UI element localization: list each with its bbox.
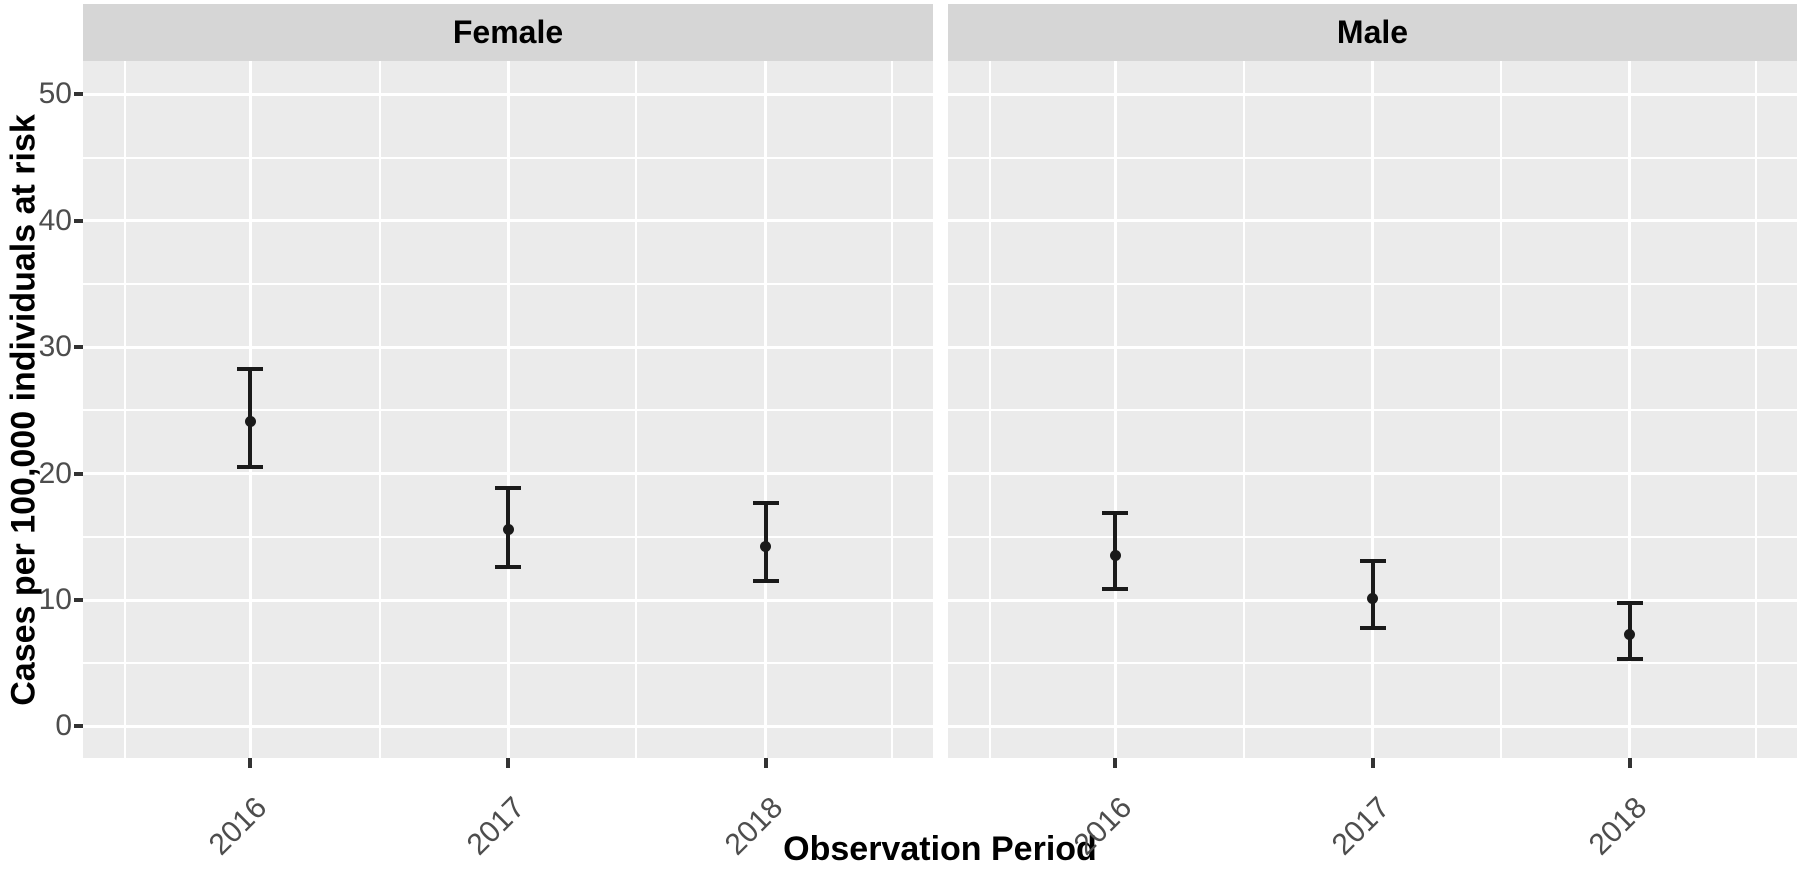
y-axis-tick-mark <box>74 345 83 350</box>
gridline-x-minor <box>123 61 126 758</box>
error-bar-cap-top <box>495 485 521 490</box>
x-axis-tick-mark <box>1113 758 1118 768</box>
x-axis-tick-mark <box>1370 758 1375 768</box>
data-point <box>1367 593 1378 605</box>
error-bar-cap-bottom <box>752 579 779 584</box>
x-axis-title: Observation Period <box>783 830 1097 868</box>
x-axis-tick-mark <box>506 758 510 768</box>
x-axis-tick-mark <box>763 758 768 768</box>
y-axis-tick-label: 0 <box>55 709 72 743</box>
y-axis-tick-label: 50 <box>38 77 72 111</box>
data-point <box>244 416 256 428</box>
gridline-x-minor <box>1499 61 1502 758</box>
gridline-x-minor <box>891 61 894 758</box>
facet-strip-female: Female <box>83 4 933 61</box>
data-point <box>502 523 514 535</box>
x-axis-tick-mark <box>248 758 253 768</box>
error-bar-cap-top <box>1616 600 1643 605</box>
facet-strip-male: Male <box>948 4 1797 61</box>
facet-strip-label: Male <box>1336 14 1409 50</box>
gridline-x-minor <box>988 61 991 758</box>
gridline-x-major <box>1628 61 1632 758</box>
gridline-x-minor <box>378 61 381 758</box>
error-bar-cap-top <box>237 366 264 371</box>
y-axis-title: Cases per 100,000 individuals at risk <box>4 114 43 706</box>
error-bar-cap-bottom <box>495 565 521 570</box>
gridline-x-major <box>1371 61 1374 758</box>
error-bar-cap-bottom <box>1102 586 1129 591</box>
error-bar-cap-top <box>1102 510 1129 515</box>
facet-strip-label: Female <box>452 14 564 50</box>
error-bar-cap-top <box>1359 558 1386 563</box>
y-axis-tick-mark <box>74 598 83 603</box>
y-axis-tick-label: 20 <box>38 456 72 490</box>
y-axis-tick-label: 30 <box>38 330 72 364</box>
y-axis-tick-mark <box>74 724 83 729</box>
panel-male <box>948 61 1797 758</box>
x-axis-tick-mark <box>1627 758 1632 768</box>
y-axis-tick-mark <box>74 471 83 476</box>
gridline-x-minor <box>1755 61 1758 758</box>
panel-female <box>83 61 933 758</box>
error-bar-cap-bottom <box>1359 625 1386 630</box>
data-point <box>760 541 772 553</box>
y-axis-tick-label: 10 <box>38 583 72 617</box>
gridline-x-minor <box>635 61 638 758</box>
gridline-x-major <box>764 61 768 758</box>
y-axis-tick-label: 40 <box>38 203 72 237</box>
gridline-x-major <box>506 61 510 758</box>
y-axis-tick-mark <box>74 92 83 97</box>
error-bar-cap-bottom <box>237 465 264 470</box>
data-point <box>1624 628 1636 640</box>
gridline-x-major <box>1113 61 1117 758</box>
data-point <box>1109 550 1121 562</box>
gridline-x-minor <box>1243 61 1246 758</box>
error-bar-cap-bottom <box>1616 657 1643 662</box>
error-bar-cap-top <box>752 500 779 505</box>
y-axis-tick-mark <box>74 218 83 223</box>
